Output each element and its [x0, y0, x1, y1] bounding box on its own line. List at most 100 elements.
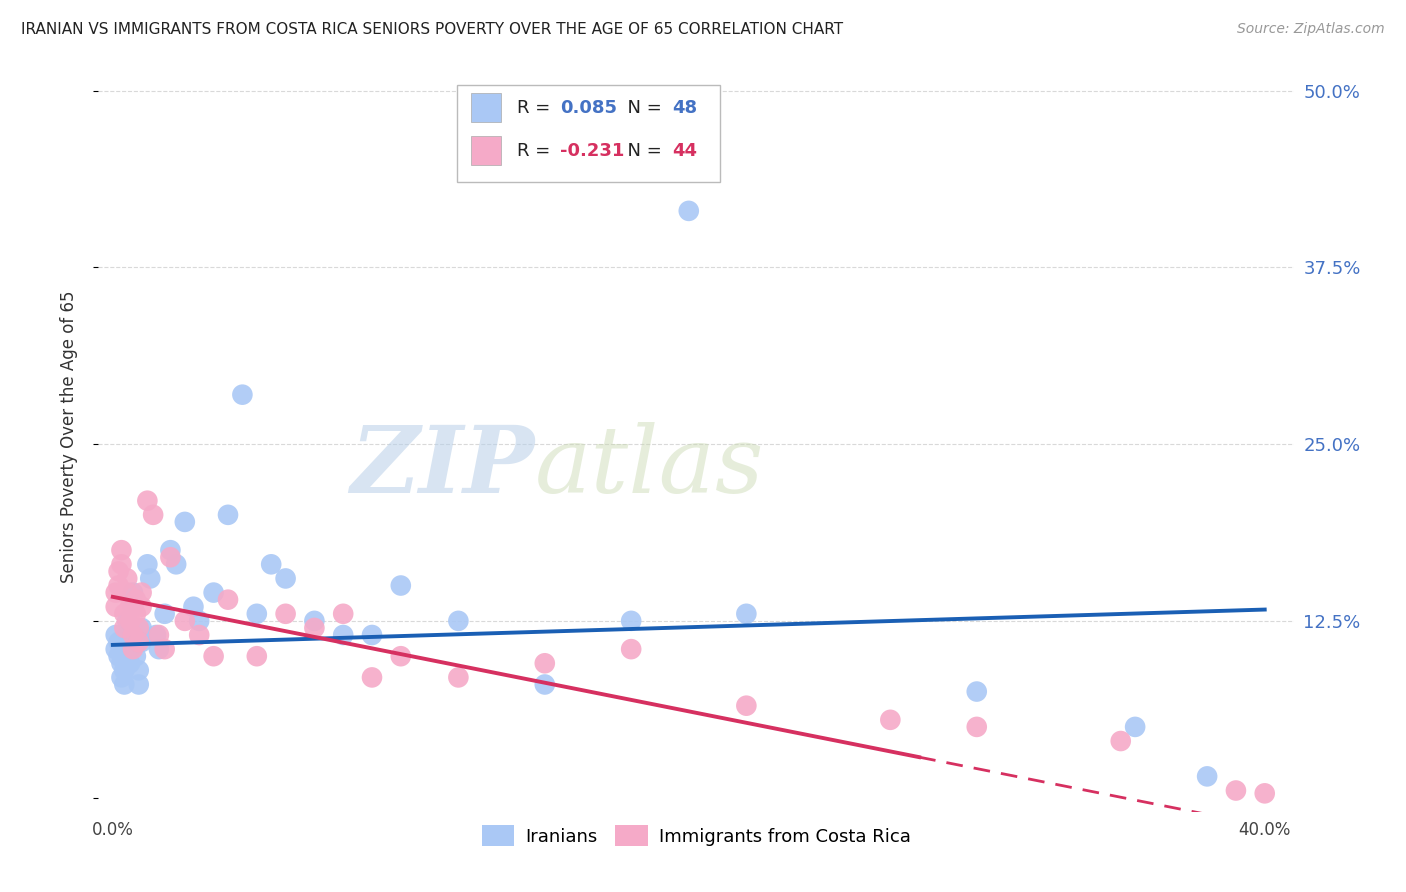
- Legend: Iranians, Immigrants from Costa Rica: Iranians, Immigrants from Costa Rica: [472, 816, 920, 855]
- Point: [128, 664, 150, 678]
- Point: [107, 649, 129, 664]
- Point: [361, 670, 384, 684]
- Point: [115, 571, 138, 585]
- Point: [153, 607, 176, 621]
- Point: [1123, 720, 1146, 734]
- Point: [125, 607, 148, 621]
- Point: [159, 550, 181, 565]
- Point: [620, 642, 643, 657]
- Point: [145, 628, 167, 642]
- Point: [110, 543, 132, 558]
- Point: [115, 614, 138, 628]
- Point: [115, 585, 138, 599]
- Point: [122, 585, 145, 599]
- Text: 44: 44: [672, 142, 697, 160]
- Text: 0.085: 0.085: [560, 99, 617, 117]
- Text: N =: N =: [616, 99, 668, 117]
- Point: [332, 628, 354, 642]
- Point: [125, 592, 148, 607]
- Point: [1254, 786, 1277, 800]
- Point: [217, 592, 239, 607]
- Point: [142, 508, 165, 522]
- Point: [966, 720, 988, 734]
- Point: [125, 649, 148, 664]
- Point: [153, 642, 176, 657]
- Point: [173, 614, 195, 628]
- Point: [148, 642, 170, 657]
- Point: [246, 607, 269, 621]
- Text: ZIP: ZIP: [350, 422, 534, 512]
- Text: -0.231: -0.231: [560, 142, 624, 160]
- Point: [125, 635, 148, 649]
- Point: [112, 607, 135, 621]
- Text: R =: R =: [517, 99, 555, 117]
- Point: [110, 558, 132, 572]
- Point: [131, 635, 153, 649]
- Point: [389, 578, 412, 592]
- Point: [128, 621, 150, 635]
- Point: [620, 614, 643, 628]
- Text: IRANIAN VS IMMIGRANTS FROM COSTA RICA SENIORS POVERTY OVER THE AGE OF 65 CORRELA: IRANIAN VS IMMIGRANTS FROM COSTA RICA SE…: [21, 22, 844, 37]
- Point: [678, 203, 700, 218]
- Text: Source: ZipAtlas.com: Source: ZipAtlas.com: [1237, 22, 1385, 37]
- Point: [107, 565, 129, 579]
- Point: [202, 585, 225, 599]
- Text: atlas: atlas: [534, 422, 763, 512]
- Point: [120, 642, 142, 657]
- Point: [361, 628, 384, 642]
- FancyBboxPatch shape: [471, 136, 501, 165]
- Text: R =: R =: [517, 142, 555, 160]
- Point: [274, 607, 297, 621]
- Point: [112, 677, 135, 691]
- Point: [1197, 769, 1219, 783]
- Point: [188, 628, 211, 642]
- Point: [173, 515, 195, 529]
- Point: [183, 599, 205, 614]
- Point: [107, 635, 129, 649]
- Point: [136, 558, 159, 572]
- Point: [246, 649, 269, 664]
- Point: [110, 670, 132, 684]
- Point: [533, 657, 555, 671]
- Point: [217, 508, 239, 522]
- Point: [533, 677, 555, 691]
- Point: [274, 571, 297, 585]
- Point: [447, 670, 470, 684]
- Point: [122, 642, 145, 657]
- Point: [120, 614, 142, 628]
- Point: [112, 664, 135, 678]
- Point: [966, 684, 988, 698]
- Point: [128, 677, 150, 691]
- Point: [110, 657, 132, 671]
- FancyBboxPatch shape: [457, 85, 720, 182]
- Point: [104, 599, 127, 614]
- Point: [389, 649, 412, 664]
- Point: [104, 628, 127, 642]
- Point: [136, 493, 159, 508]
- Point: [107, 578, 129, 592]
- Point: [165, 558, 187, 572]
- Point: [1109, 734, 1132, 748]
- Point: [112, 621, 135, 635]
- Point: [447, 614, 470, 628]
- Point: [148, 628, 170, 642]
- Point: [188, 614, 211, 628]
- Point: [104, 585, 127, 599]
- Point: [122, 628, 145, 642]
- Point: [332, 607, 354, 621]
- Point: [735, 698, 758, 713]
- Point: [128, 635, 150, 649]
- Point: [131, 585, 153, 599]
- Text: N =: N =: [616, 142, 668, 160]
- Point: [879, 713, 901, 727]
- FancyBboxPatch shape: [471, 94, 501, 122]
- Point: [115, 628, 138, 642]
- Point: [131, 599, 153, 614]
- Point: [104, 642, 127, 657]
- Point: [159, 543, 181, 558]
- Point: [202, 649, 225, 664]
- Point: [304, 621, 326, 635]
- Point: [260, 558, 283, 572]
- Point: [735, 607, 758, 621]
- Text: 48: 48: [672, 99, 697, 117]
